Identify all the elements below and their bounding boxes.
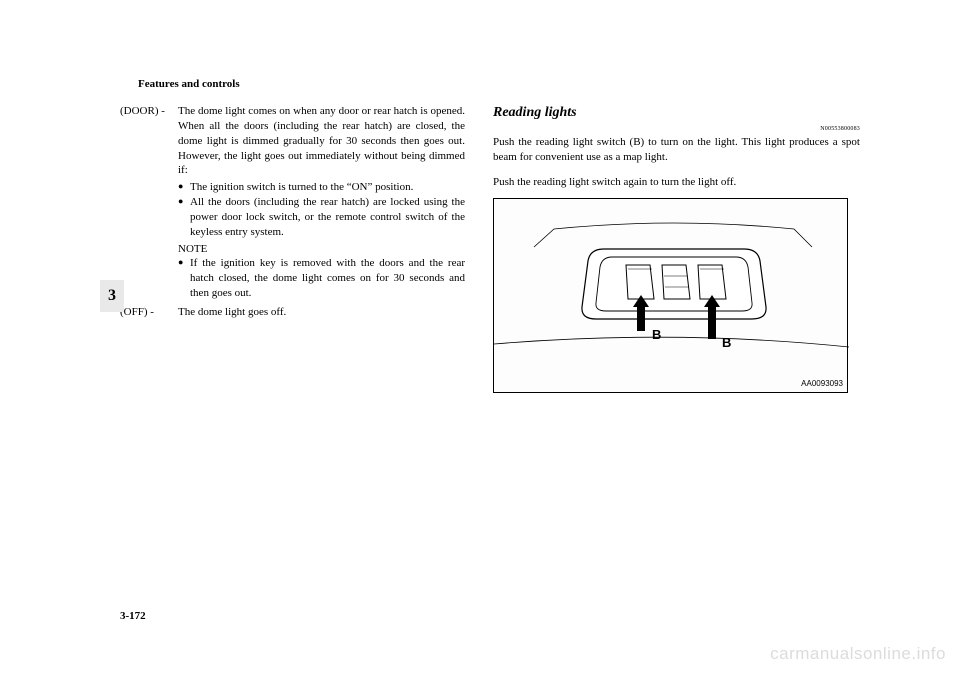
- door-definition: (DOOR) - The dome light comes on when an…: [120, 104, 465, 301]
- section-header: Features and controls: [138, 78, 860, 90]
- reading-lights-heading: Reading lights: [493, 104, 860, 123]
- chapter-tab: 3: [100, 280, 124, 312]
- off-definition: (OFF) - The dome light goes off.: [120, 305, 465, 320]
- page-number: 3-172: [120, 610, 146, 622]
- left-column: (DOOR) - The dome light comes on when an…: [120, 104, 465, 393]
- bullet-icon: ●: [178, 180, 190, 195]
- label-b-right: B: [722, 335, 731, 350]
- off-label: (OFF) -: [120, 305, 178, 320]
- door-bullet-2: ● All the doors (including the rear hatc…: [178, 195, 465, 240]
- reading-lights-p1: Push the reading light switch (B) to tur…: [493, 135, 860, 165]
- content-columns: (DOOR) - The dome light comes on when an…: [120, 104, 860, 393]
- door-bullet-1: ● The ignition switch is turned to the “…: [178, 180, 465, 195]
- door-label: (DOOR) -: [120, 104, 178, 301]
- right-column: Reading lights N00553800083 Push the rea…: [493, 104, 860, 393]
- reading-light-illustration: B B AA0093093: [493, 198, 848, 393]
- reference-number: N00553800083: [493, 125, 860, 133]
- reading-light-svg: B B: [494, 199, 849, 394]
- bullet-icon: ●: [178, 195, 190, 240]
- door-text: The dome light comes on when any door or…: [178, 104, 465, 178]
- note-label: NOTE: [178, 242, 465, 257]
- note-bullet-1-text: If the ignition key is removed with the …: [190, 256, 465, 301]
- bullet-icon: ●: [178, 256, 190, 301]
- label-b-left: B: [652, 327, 661, 342]
- door-bullet-2-text: All the doors (including the rear hatch)…: [190, 195, 465, 240]
- door-body: The dome light comes on when any door or…: [178, 104, 465, 301]
- watermark: carmanualsonline.info: [770, 644, 946, 664]
- reading-lights-p2: Push the reading light switch again to t…: [493, 175, 860, 190]
- off-body: The dome light goes off.: [178, 305, 465, 320]
- illustration-code: AA0093093: [801, 379, 843, 390]
- note-bullet-1: ● If the ignition key is removed with th…: [178, 256, 465, 301]
- door-bullet-1-text: The ignition switch is turned to the “ON…: [190, 180, 465, 195]
